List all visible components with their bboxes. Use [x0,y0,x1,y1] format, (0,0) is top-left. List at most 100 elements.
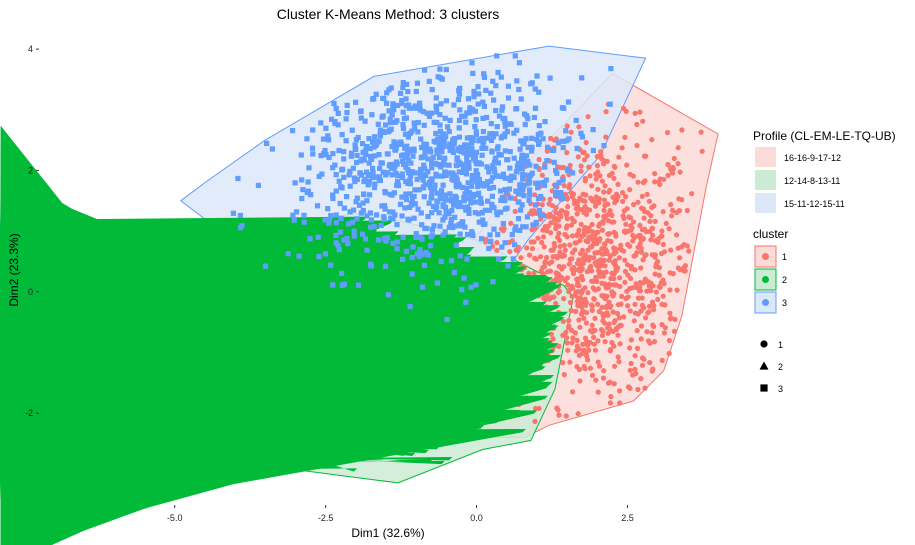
point-1 [582,365,588,372]
point-3 [515,191,521,197]
point-3 [438,101,444,107]
point-1 [576,124,582,130]
point-1 [600,318,606,324]
point-3 [410,153,416,159]
point-1 [698,129,704,135]
point-3 [399,158,406,164]
point-1 [589,303,595,309]
point-1 [562,191,569,197]
point-1 [629,225,635,231]
point-1 [623,108,629,114]
point-1 [582,252,588,258]
point-3 [449,258,455,264]
point-1 [592,315,598,321]
point-3 [524,214,530,220]
point-1 [648,288,654,294]
point-3 [422,151,428,157]
point-3 [335,243,341,249]
point-3 [551,159,557,165]
point-1 [632,310,639,316]
point-1 [524,245,530,251]
point-1 [578,163,584,169]
point-1 [631,201,637,208]
point-1 [601,213,607,220]
point-1 [553,205,559,211]
point-3 [434,190,440,196]
point-1 [666,337,673,344]
point-3 [490,279,496,285]
point-3 [561,105,567,111]
point-3 [491,226,497,232]
point-3 [413,170,419,176]
y-tick-label: 4 [28,44,33,54]
point-3 [549,147,556,153]
point-1 [576,227,582,233]
point-3 [237,212,243,219]
point-1 [644,288,650,294]
point-3 [348,153,354,159]
point-1 [548,220,554,226]
point-3 [381,214,387,220]
point-1 [650,322,656,328]
point-1 [603,134,609,140]
point-3 [361,191,367,197]
point-3 [367,224,374,230]
point-3 [439,173,445,179]
point-1 [569,327,575,333]
point-3 [422,67,428,73]
point-3 [398,90,404,96]
point-1 [681,242,687,248]
point-1 [570,389,576,395]
point-3 [368,153,374,160]
shape-legend-marker-1 [760,340,768,348]
point-3 [547,75,553,81]
point-3 [433,130,439,137]
point-3 [541,180,547,186]
cluster-legend-marker-3 [762,299,769,306]
point-1 [675,245,681,251]
point-1 [668,315,674,321]
point-1 [659,357,665,363]
point-1 [647,360,653,366]
point-1 [580,191,586,197]
point-1 [599,227,606,233]
point-3 [336,178,342,184]
point-3 [479,236,485,242]
point-3 [438,164,444,170]
point-1 [589,307,595,313]
point-3 [531,114,537,121]
point-3 [300,187,306,193]
point-3 [401,116,407,122]
point-1 [594,250,600,256]
point-3 [500,221,506,227]
point-3 [369,173,375,179]
point-3 [429,159,435,165]
point-1 [581,232,587,238]
point-1 [560,318,566,324]
point-1 [587,207,593,213]
point-3 [357,109,364,115]
point-1 [578,311,585,317]
point-3 [434,203,440,210]
point-1 [638,336,644,342]
point-3 [434,147,440,153]
point-3 [529,148,535,154]
point-1 [616,359,622,365]
point-3 [433,160,439,166]
point-3 [230,210,236,216]
point-3 [442,162,448,168]
point-1 [590,229,596,235]
point-1 [610,260,617,266]
point-3 [484,181,490,187]
point-3 [388,85,394,91]
point-3 [368,156,374,162]
point-1 [668,201,674,208]
point-1 [638,265,644,271]
point-1 [646,309,652,315]
point-3 [415,129,421,135]
point-3 [429,189,435,195]
point-1 [556,223,562,229]
point-1 [565,282,571,288]
point-3 [354,216,360,222]
point-3 [484,114,490,121]
